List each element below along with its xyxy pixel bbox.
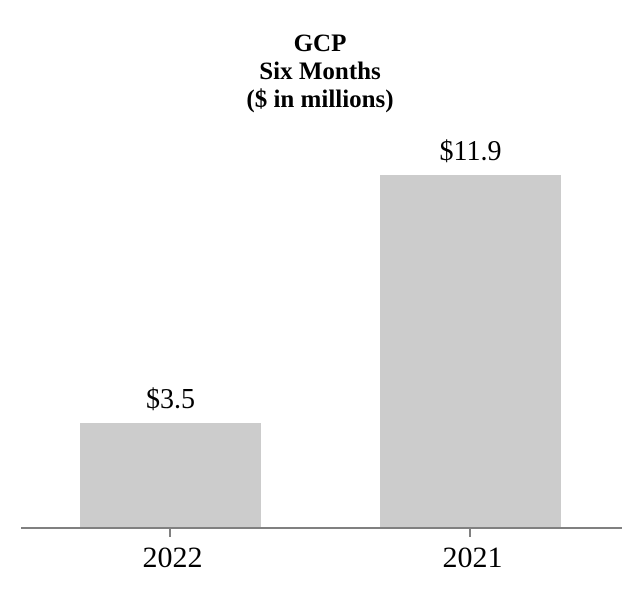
x-axis-label-2022: 2022 <box>142 541 203 574</box>
bar-2021 <box>380 175 561 527</box>
x-axis-label-2021: 2021 <box>442 541 503 574</box>
value-label-2021: $11.9 <box>439 136 502 167</box>
chart-title-line-1: GCP <box>293 30 347 57</box>
chart-title-line-3: ($ in millions) <box>246 86 394 113</box>
x-axis-tick-2021 <box>469 529 471 537</box>
chart-title-line-2: Six Months <box>259 58 381 85</box>
bar-2022 <box>80 423 261 527</box>
bar-group-2021: $11.9 <box>380 136 561 527</box>
plot-area: $3.5 $11.9 <box>80 136 561 527</box>
x-axis-tick-2022 <box>169 529 171 537</box>
bar-group-2022: $3.5 <box>80 384 261 527</box>
value-label-2022: $3.5 <box>146 384 195 415</box>
chart-title: GCP Six Months ($ in millions) <box>0 30 640 114</box>
x-axis-line <box>21 527 622 529</box>
